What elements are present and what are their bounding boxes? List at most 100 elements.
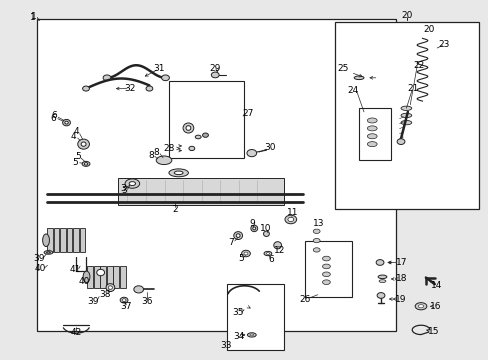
Text: 5: 5 [238,255,244,264]
Text: 2: 2 [172,205,177,214]
Text: 18: 18 [395,274,407,283]
Ellipse shape [264,251,271,256]
Bar [94,266,100,288]
Ellipse shape [247,333,256,337]
Ellipse shape [174,171,183,175]
Text: 23: 23 [438,40,449,49]
Ellipse shape [82,161,90,166]
Text: 3: 3 [121,184,126,193]
Ellipse shape [46,252,50,253]
Ellipse shape [417,305,423,308]
Text: 9: 9 [249,219,255,228]
Ellipse shape [414,303,426,310]
Circle shape [376,293,384,298]
Ellipse shape [252,227,255,230]
Ellipse shape [78,139,89,149]
Ellipse shape [400,113,411,118]
Bar [358,108,390,160]
Bar [120,266,125,288]
Bar [118,178,283,205]
Text: 1: 1 [29,13,35,22]
Bar [305,241,351,297]
Ellipse shape [322,272,330,276]
Ellipse shape [233,231,242,239]
Ellipse shape [65,121,68,124]
Circle shape [120,297,128,303]
Circle shape [146,86,153,91]
Text: 5: 5 [75,152,81,161]
Ellipse shape [129,181,135,185]
Text: 14: 14 [430,280,442,289]
Ellipse shape [81,142,86,146]
Bar [168,81,244,158]
Text: 11: 11 [286,208,297,217]
Ellipse shape [44,251,53,254]
Ellipse shape [313,248,320,252]
Text: 7: 7 [228,238,234,247]
Text: 34: 34 [232,332,244,341]
Ellipse shape [353,76,363,80]
Text: 6: 6 [268,255,274,264]
Circle shape [161,75,169,81]
Circle shape [246,149,256,157]
Text: 15: 15 [427,327,439,336]
Text: 6: 6 [50,114,56,123]
Ellipse shape [156,156,171,165]
Bar [107,266,112,288]
Ellipse shape [377,275,386,279]
Bar [73,228,79,252]
Ellipse shape [263,231,269,237]
Text: 6: 6 [51,111,57,120]
Bar [227,284,283,350]
Ellipse shape [366,134,376,139]
Text: 20: 20 [400,10,412,19]
Bar [113,266,119,288]
Text: 13: 13 [312,219,324,228]
Text: 8: 8 [148,151,153,160]
Text: 8: 8 [154,148,159,157]
Circle shape [188,146,194,150]
Text: 19: 19 [394,294,406,303]
Ellipse shape [400,121,411,125]
Text: 31: 31 [153,64,164,73]
Ellipse shape [273,242,281,249]
Ellipse shape [42,234,49,247]
Ellipse shape [313,229,320,233]
Text: 27: 27 [242,109,254,118]
Text: 28: 28 [163,144,174,153]
Text: 12: 12 [273,246,285,255]
Circle shape [241,250,250,257]
Ellipse shape [366,126,376,131]
Text: 30: 30 [264,143,275,152]
Bar [60,228,65,252]
Circle shape [202,133,208,137]
Text: 22: 22 [412,61,424,70]
Text: 10: 10 [259,224,271,233]
Text: 42: 42 [70,328,81,337]
Circle shape [134,286,143,293]
Bar [53,228,59,252]
Text: 24: 24 [346,86,358,95]
Circle shape [375,260,383,265]
Circle shape [82,86,89,91]
Bar [80,228,85,252]
Ellipse shape [195,135,201,139]
Bar [66,228,72,252]
Ellipse shape [185,126,190,130]
Text: 39: 39 [33,254,44,263]
Ellipse shape [265,253,269,255]
Ellipse shape [84,163,87,165]
Ellipse shape [366,141,376,147]
Text: 20: 20 [422,25,434,34]
Circle shape [103,75,111,81]
Bar [37,19,395,330]
Ellipse shape [250,225,257,231]
Text: 4: 4 [71,132,77,141]
Ellipse shape [168,169,188,177]
Text: 37: 37 [120,302,131,311]
Bar [87,266,93,288]
Text: 40: 40 [35,265,46,274]
Text: 33: 33 [220,341,231,350]
Ellipse shape [236,234,240,237]
Circle shape [244,252,247,255]
